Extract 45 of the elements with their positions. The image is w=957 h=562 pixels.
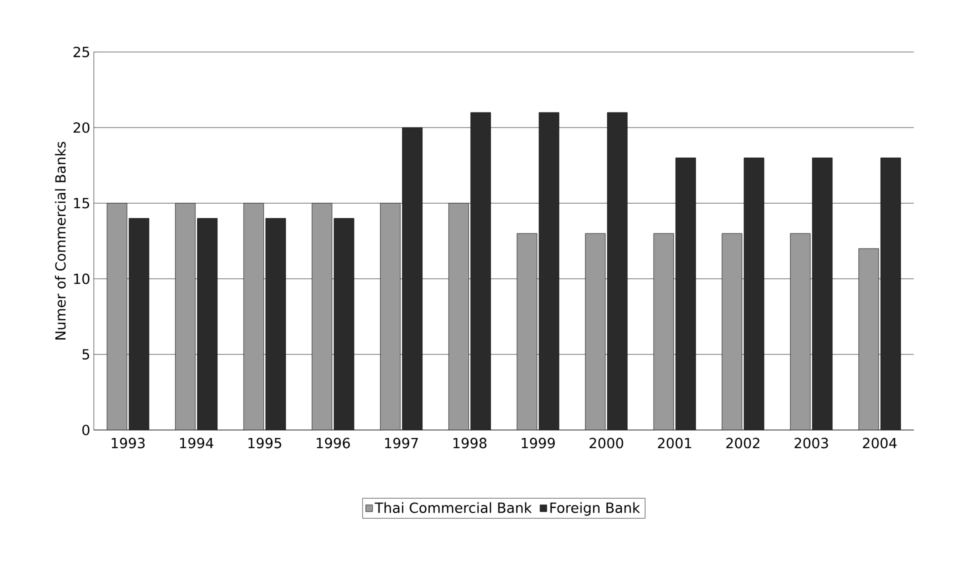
- bar: [197, 218, 218, 430]
- bar: [653, 233, 674, 430]
- bar: [858, 248, 879, 430]
- x-tick-label: 1995: [248, 438, 282, 448]
- x-tick-label: 1996: [316, 438, 350, 448]
- y-tick-label: 15: [74, 198, 90, 208]
- bar: [243, 202, 264, 430]
- y-axis-title: Numer of Commercial Banks: [54, 142, 66, 340]
- legend-label: Foreign Bank: [550, 502, 640, 516]
- bar: [175, 202, 196, 430]
- bar: [880, 158, 901, 430]
- y-tick-label: 25: [74, 46, 90, 58]
- bar: [790, 233, 811, 430]
- x-tick-label: 1997: [385, 438, 418, 448]
- bar: [675, 158, 696, 430]
- x-tick-label: 2000: [590, 438, 624, 448]
- x-tick-label: 2004: [862, 438, 897, 448]
- legend-label: Thai Commercial Bank: [374, 502, 532, 514]
- y-tick-label: 20: [74, 122, 90, 133]
- x-tick-label: 2003: [794, 438, 828, 448]
- bar: [607, 112, 628, 430]
- x-tick-label: 1999: [522, 438, 555, 448]
- bar: [380, 202, 401, 430]
- x-tick-label: 1994: [180, 438, 214, 448]
- bar: [334, 218, 354, 430]
- bar: [470, 112, 491, 430]
- bar: [402, 127, 423, 430]
- bar: [812, 158, 833, 430]
- x-tick-label: 1998: [453, 438, 486, 448]
- bar: [744, 158, 764, 430]
- x-tick-label: 2001: [658, 438, 692, 448]
- bar: [312, 202, 332, 430]
- x-tick-label: 1993: [112, 438, 145, 448]
- y-tick-label: 0: [82, 424, 90, 436]
- bar: [722, 233, 742, 430]
- bar: [265, 218, 286, 430]
- bar: [448, 202, 469, 430]
- x-tick-label: 2002: [726, 438, 760, 448]
- bar: [106, 202, 128, 430]
- bar: [128, 218, 150, 430]
- y-tick-label: 10: [74, 274, 90, 284]
- bar: [585, 233, 606, 430]
- bar: [516, 233, 538, 430]
- y-tick-label: 5: [82, 349, 90, 360]
- bar: [538, 112, 560, 430]
